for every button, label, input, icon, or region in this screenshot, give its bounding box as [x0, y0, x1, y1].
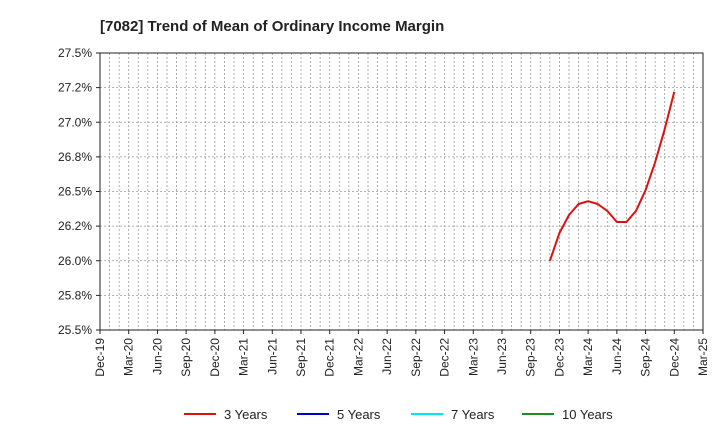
y-tick-label: 26.0%	[58, 254, 92, 268]
y-tick-label: 25.8%	[58, 288, 92, 302]
x-axis-ticks: Dec-19 Mar-20 Jun-20 Sep-20 Dec-20 Mar-21 Jun-…	[93, 330, 710, 377]
legend-label-3-years: 3 Years	[224, 407, 268, 422]
x-tick-label: Mar-21	[237, 338, 251, 376]
series-line-3-years	[548, 91, 676, 262]
x-tick-label: Sep-20	[179, 338, 193, 377]
x-tick-label: Jun-24	[610, 338, 624, 375]
grid	[100, 53, 703, 330]
y-tick-label: 27.0%	[58, 115, 92, 129]
x-tick-label: Jun-20	[150, 338, 164, 375]
x-tick-label: Mar-25	[696, 338, 710, 376]
x-tick-label: Mar-20	[122, 338, 136, 376]
x-tick-label: Dec-23	[552, 338, 566, 377]
y-tick-label: 26.8%	[58, 150, 92, 164]
x-tick-label: Sep-22	[409, 338, 423, 377]
y-tick-label: 27.2%	[58, 81, 92, 95]
series-layer	[548, 91, 676, 262]
x-tick-label: Sep-23	[524, 338, 538, 377]
x-tick-label: Jun-21	[265, 338, 279, 375]
x-tick-label: Mar-22	[351, 338, 365, 376]
x-tick-label: Sep-24	[639, 338, 653, 377]
x-tick-label: Mar-23	[466, 338, 480, 376]
legend: 3 Years 5 Years 7 Years 10 Years	[184, 407, 613, 422]
x-tick-label: Mar-24	[581, 338, 595, 376]
legend-label-10-years: 10 Years	[562, 407, 613, 422]
y-tick-label: 27.5%	[58, 46, 92, 60]
y-axis-ticks: 25.5% 25.8% 26.0% 26.2% 26.5% 26.8% 27.0% 27.2%…	[58, 46, 100, 337]
y-tick-label: 25.5%	[58, 323, 92, 337]
x-tick-label: Jun-22	[380, 338, 394, 375]
x-tick-label: Sep-21	[294, 338, 308, 377]
x-tick-label: Dec-24	[667, 338, 681, 377]
x-tick-label: Dec-20	[208, 338, 222, 377]
x-tick-label: Jun-23	[495, 338, 509, 375]
chart-title: [7082] Trend of Mean of Ordinary Income …	[100, 18, 444, 35]
x-tick-label: Dec-21	[323, 338, 337, 377]
x-tick-label: Dec-19	[93, 338, 107, 377]
legend-label-5-years: 5 Years	[337, 407, 381, 422]
y-tick-label: 26.2%	[58, 219, 92, 233]
legend-label-7-years: 7 Years	[451, 407, 495, 422]
x-tick-label: Dec-22	[438, 338, 452, 377]
y-tick-label: 26.5%	[58, 185, 92, 199]
